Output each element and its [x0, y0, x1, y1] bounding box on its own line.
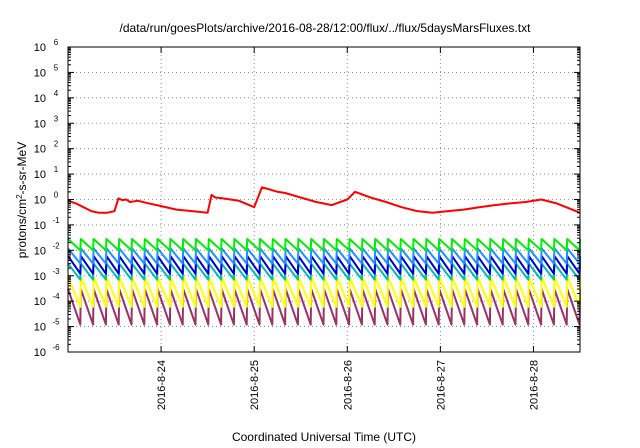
- x-tick-label: 2016-8-24: [156, 360, 168, 410]
- x-tick-label: 2016-8-28: [528, 360, 540, 410]
- y-tick-label: 10: [34, 322, 46, 334]
- y-tick-label-base: 10: [34, 169, 46, 181]
- x-tick-label: 2016-8-25: [249, 360, 261, 410]
- y-axis-label-pre: protons/cm: [15, 199, 29, 258]
- x-tick-label: 2016-8-27: [435, 360, 447, 410]
- y-tick-label-exponent: 1: [54, 165, 59, 174]
- series-layer: [67, 186, 581, 326]
- y-axis-label-sup: 2: [15, 194, 24, 199]
- y-tick-label-exponent: -6: [52, 343, 60, 352]
- y-tick-label-exponent: 2: [54, 140, 59, 149]
- y-tick-label: 10: [34, 118, 46, 130]
- y-axis-label: protons/cm2-s-sr-MeV: [15, 142, 29, 258]
- y-tick-label: 10: [34, 296, 46, 308]
- y-tick-label-exponent: 0: [54, 191, 59, 200]
- y-tick-label-base: 10: [34, 296, 46, 308]
- y-tick-label-base: 10: [34, 271, 46, 283]
- y-tick-label-base: 10: [34, 42, 46, 54]
- y-tick-label-base: 10: [34, 322, 46, 334]
- chart-title: /data/run/goesPlots/archive/2016-08-28/1…: [120, 21, 532, 35]
- y-tick-label: 10: [34, 347, 46, 359]
- series-line: [67, 238, 581, 252]
- y-tick-label-base: 10: [34, 347, 46, 359]
- y-tick-label-base: 10: [34, 220, 46, 232]
- x-tick-label: 2016-8-26: [342, 360, 354, 410]
- y-tick-label: 10: [34, 144, 46, 156]
- y-tick-label: 10: [34, 220, 46, 232]
- y-tick-label-base: 10: [34, 93, 46, 105]
- y-tick-label-exponent: -5: [52, 318, 60, 327]
- series-line: [67, 275, 581, 308]
- plot-frame: [67, 46, 581, 353]
- y-tick-label-exponent: -3: [52, 267, 60, 276]
- y-tick-label: 10: [34, 169, 46, 181]
- y-tick-label: 10: [34, 93, 46, 105]
- y-tick-label: 10: [34, 42, 46, 54]
- y-tick-label-base: 10: [34, 195, 46, 207]
- y-tick-label-base: 10: [34, 144, 46, 156]
- series-line: [67, 186, 581, 214]
- y-tick-label-exponent: -1: [52, 216, 60, 225]
- y-tick-label-exponent: 4: [54, 89, 59, 98]
- y-tick-label-exponent: -2: [52, 241, 60, 250]
- x-axis: 2016-8-24 2016-8-25 2016-8-26 2016-8-27 2016…: [156, 47, 540, 410]
- y-tick-label-exponent: 6: [54, 38, 59, 47]
- x-axis-label: Coordinated Universal Time (UTC): [232, 430, 416, 444]
- y-tick-label-base: 10: [34, 245, 46, 257]
- y-tick-label: 10: [34, 195, 46, 207]
- y-axis-label-post: -s-sr-MeV: [15, 142, 29, 195]
- y-tick-label-exponent: -4: [52, 292, 60, 301]
- y-tick-label: 10: [34, 245, 46, 257]
- y-tick-label-base: 10: [34, 67, 46, 79]
- y-tick-label-base: 10: [34, 118, 46, 130]
- y-tick-label: 10: [34, 67, 46, 79]
- y-axis: 10 -610 -510 -410 -310 -210 -110 010 110 210 310 41…: [34, 38, 580, 359]
- y-tick-label: 10: [34, 271, 46, 283]
- y-tick-label-exponent: 5: [54, 63, 59, 72]
- y-tick-label-exponent: 3: [54, 114, 59, 123]
